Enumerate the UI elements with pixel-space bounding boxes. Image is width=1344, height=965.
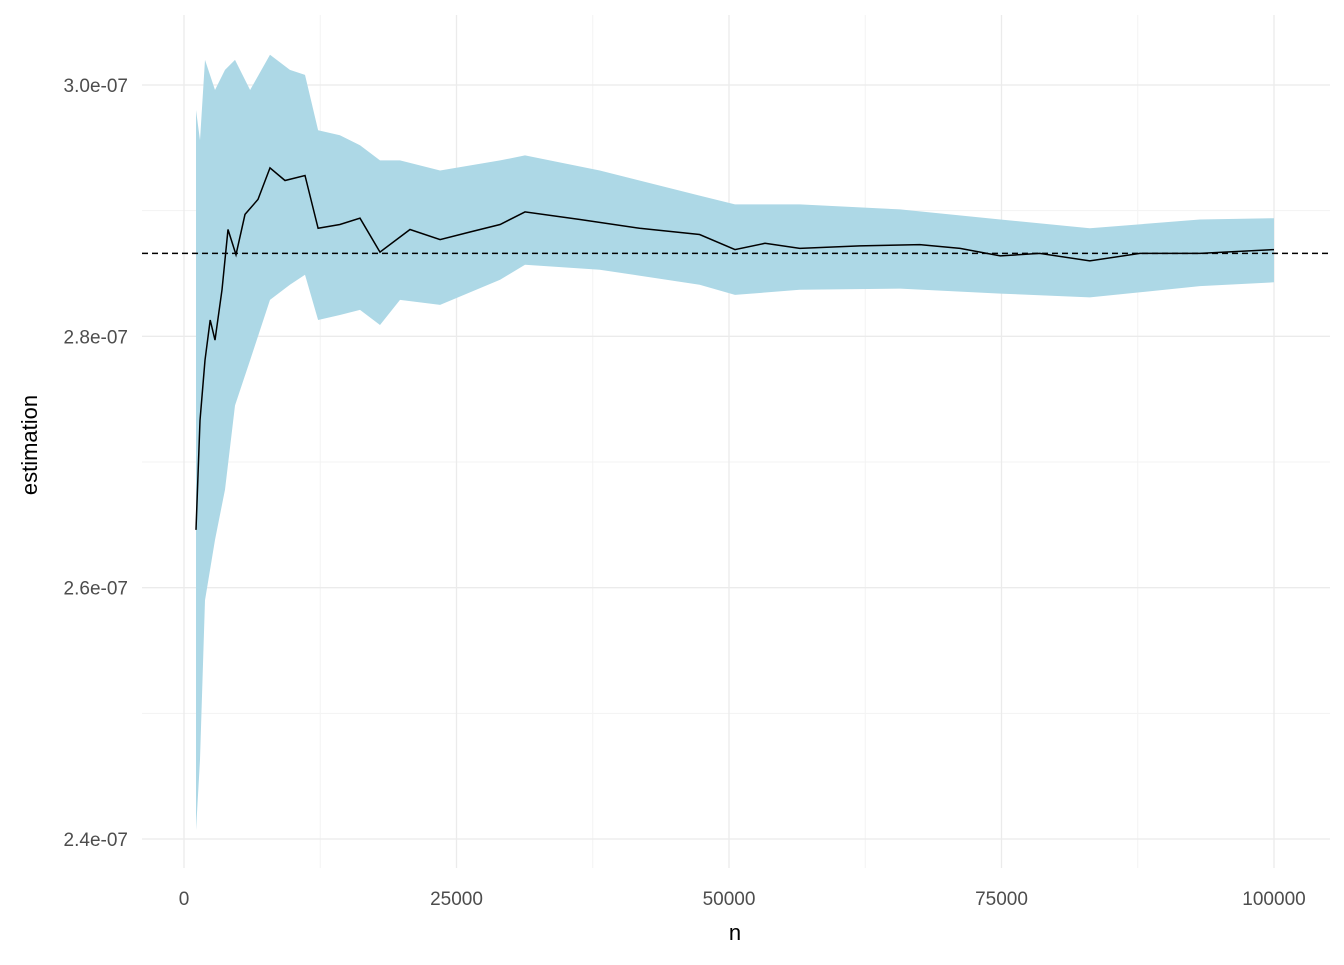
x-axis-title: n	[729, 920, 741, 945]
x-tick-label: 50000	[703, 889, 756, 910]
grid	[142, 15, 1330, 868]
y-axis-title: estimation	[17, 395, 42, 495]
x-tick-label: 100000	[1242, 889, 1305, 910]
confidence-band	[196, 54, 1274, 831]
y-tick-label: 3.0e-07	[64, 76, 128, 97]
x-tick-labels: 0 25000 50000 75000 100000	[179, 889, 1306, 910]
y-tick-label: 2.6e-07	[64, 579, 128, 600]
x-tick-label: 75000	[975, 889, 1028, 910]
x-tick-label: 25000	[430, 889, 483, 910]
estimation-line	[195, 166, 1275, 530]
x-tick-label: 0	[179, 889, 190, 910]
y-tick-labels: 2.4e-07 2.6e-07 2.8e-07 3.0e-07	[64, 76, 128, 851]
y-tick-label: 2.8e-07	[64, 327, 128, 348]
y-tick-label: 2.4e-07	[64, 830, 128, 851]
